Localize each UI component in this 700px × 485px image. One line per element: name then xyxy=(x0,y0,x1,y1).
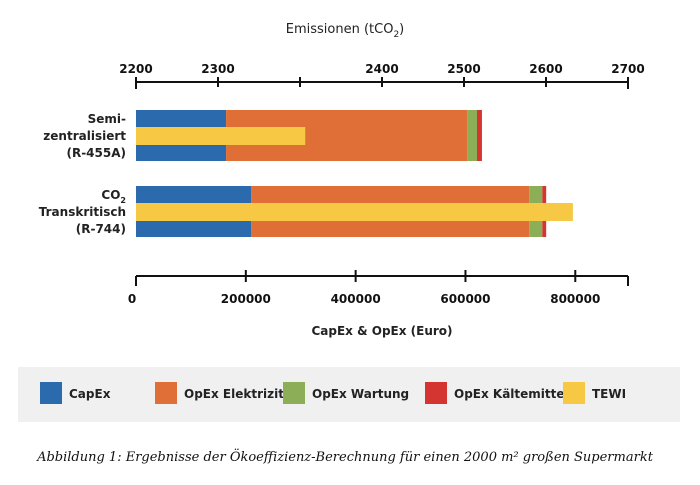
legend-swatch xyxy=(283,382,305,404)
legend-swatch xyxy=(425,382,447,404)
figure-caption: Abbildung 1: Ergebnisse der Ökoeffizienz… xyxy=(36,448,654,465)
bottom-axis-title: CapEx & OpEx (Euro) xyxy=(311,324,452,338)
category-label: CO2 xyxy=(101,188,126,205)
legend: CapEx OpEx Elektrizität OpEx Wartung OpEx K… xyxy=(40,382,626,404)
top-axis-tick-label: 2600 xyxy=(529,62,562,76)
bar-opex-wartung xyxy=(467,110,477,161)
legend-swatch xyxy=(40,382,62,404)
bar-opex-k-ltemittel xyxy=(476,110,482,161)
category-label: zentralisiert xyxy=(43,129,126,143)
category-label: (R-455A) xyxy=(66,146,126,160)
bottom-axis-tick-label: 800000 xyxy=(550,292,600,306)
category-labels: Semi-zentralisiert (R-455A) CO2Transkritis… xyxy=(39,112,126,236)
bottom-axis-tick-label: 400000 xyxy=(331,292,381,306)
top-axis-tick-label: 2700 xyxy=(611,62,644,76)
bottom-axis-tick-label: 0 xyxy=(128,292,136,306)
category-label: Transkritisch xyxy=(39,205,126,219)
top-axis-tick-label: 2300 xyxy=(201,62,234,76)
legend-swatch xyxy=(155,382,177,404)
legend-label: TEWI xyxy=(592,387,626,401)
legend-label: OpEx Kältemittel xyxy=(454,387,569,401)
legend-label: OpEx Wartung xyxy=(312,387,409,401)
bottom-axis-tick-label: 600000 xyxy=(440,292,490,306)
top-axis: 2200 2300 2400 2500 2600 2700 xyxy=(119,62,645,89)
bars xyxy=(136,110,573,237)
legend-label: CapEx xyxy=(69,387,111,401)
bar-tewi xyxy=(136,127,306,145)
top-axis-tick-label: 2500 xyxy=(447,62,480,76)
category-label: Semi- xyxy=(88,112,126,126)
legend-label: OpEx Elektrizität xyxy=(184,387,298,401)
top-axis-title: Emissionen (tCO2) xyxy=(286,22,405,40)
bottom-axis: 0 200000 400000 600000 800000 xyxy=(128,270,629,306)
category-label: (R-744) xyxy=(76,222,126,236)
top-axis-tick-label: 2400 xyxy=(365,62,398,76)
legend-swatch xyxy=(563,382,585,404)
top-axis-tick-label: 2200 xyxy=(119,62,152,76)
bottom-axis-tick-label: 200000 xyxy=(221,292,271,306)
bar-tewi xyxy=(136,203,573,221)
